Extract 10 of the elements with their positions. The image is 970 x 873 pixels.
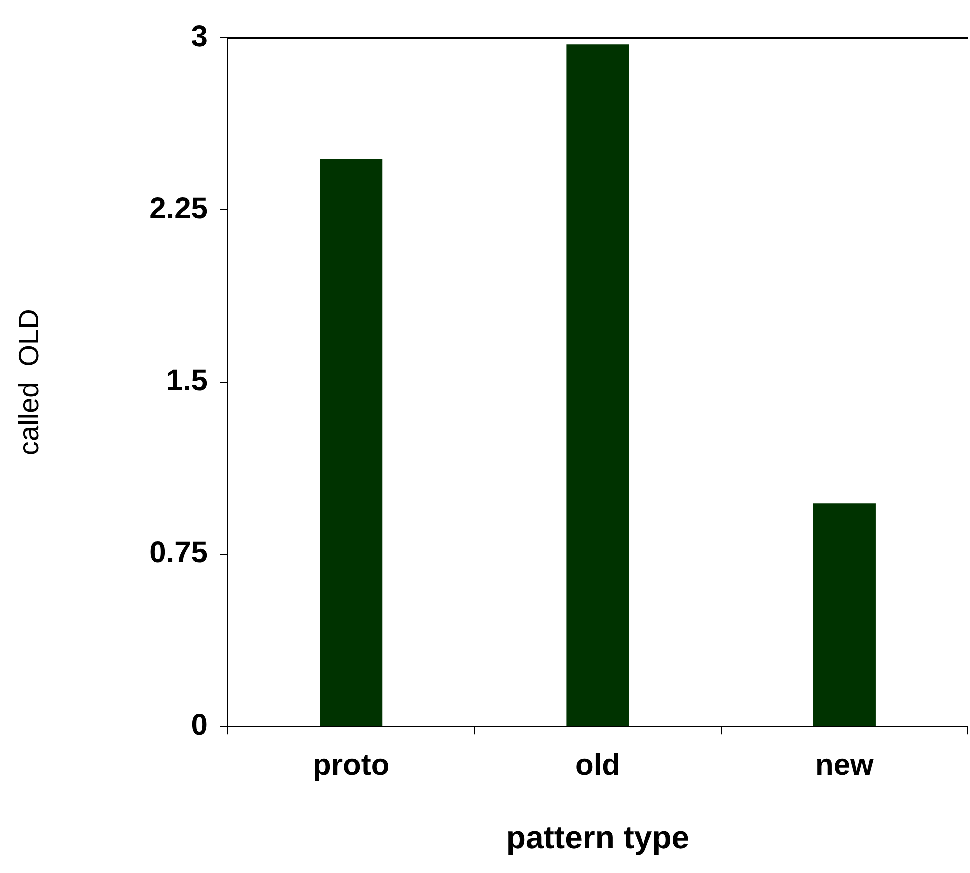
x-axis-title: pattern type — [506, 820, 690, 856]
y-tick-label: 0.75 — [150, 536, 208, 570]
y-tick-label: 2.25 — [150, 192, 208, 226]
y-tick-label: 1.5 — [166, 364, 208, 398]
y-tick-label: 0 — [191, 708, 208, 742]
x-tick-label: proto — [313, 748, 390, 782]
y-axis-title: called OLD — [14, 309, 45, 456]
y-tick-label: 3 — [191, 20, 208, 54]
x-tick-label: old — [575, 748, 620, 782]
x-tick-label: new — [815, 748, 874, 782]
